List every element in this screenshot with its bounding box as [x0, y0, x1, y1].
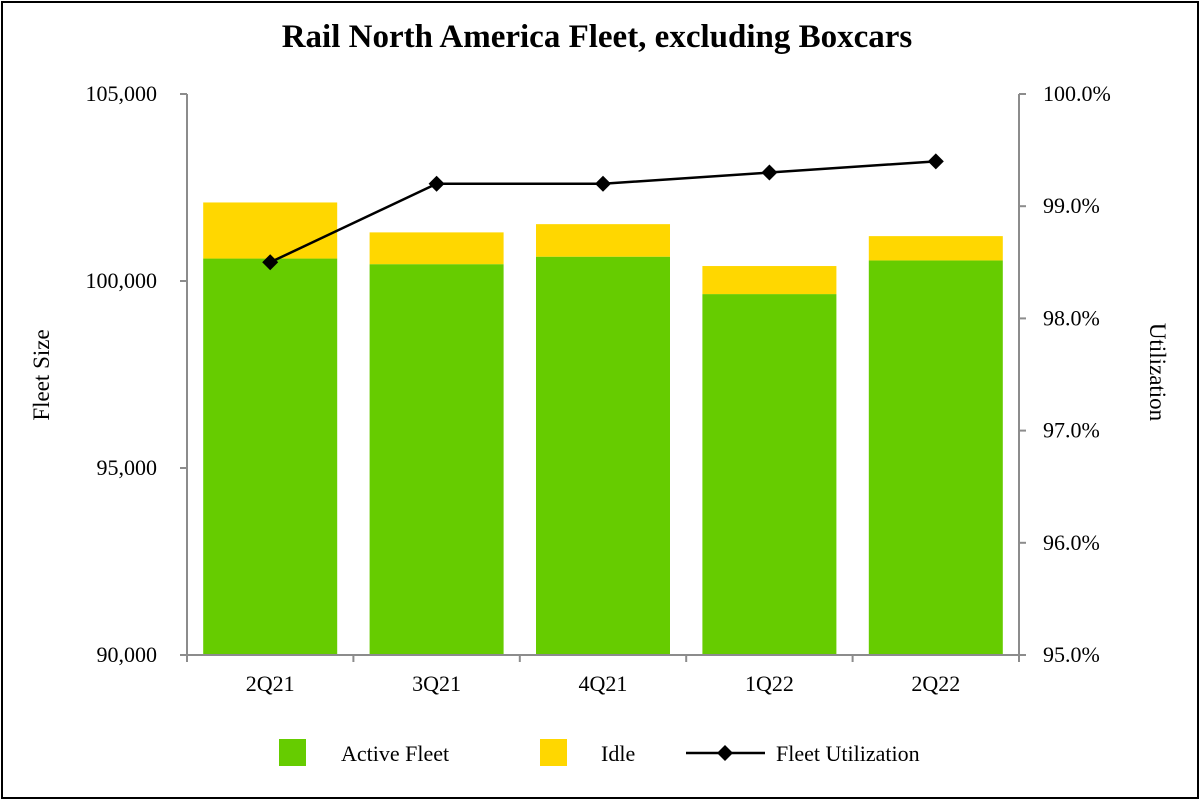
right-tick-label: 97.0% [1043, 418, 1100, 443]
x-tick-label: 3Q21 [412, 671, 461, 696]
chart-title: Rail North America Fleet, excluding Boxc… [282, 19, 913, 55]
legend: Active Fleet Idle Fleet Utilization [279, 739, 920, 766]
bar-active-2q21 [203, 258, 338, 655]
bar-idle-3q21 [369, 232, 504, 265]
legend-idle-swatch [540, 739, 567, 766]
left-tick-label: 95,000 [97, 455, 158, 480]
utilization-marker-2q22 [927, 153, 944, 170]
bar-group [203, 202, 1003, 655]
right-axis-title: Utilization [1145, 323, 1170, 422]
legend-active-swatch [279, 739, 306, 766]
bar-idle-1q22 [702, 266, 837, 295]
right-tick-label: 99.0% [1043, 193, 1100, 218]
x-tick-label: 4Q21 [579, 671, 628, 696]
axes: 90,000 95,000 100,000 105,000 95.0% 96.0% 97.0… [86, 81, 1111, 696]
utilization-marker-1q22 [761, 164, 778, 181]
right-tick-label: 98.0% [1043, 305, 1100, 330]
legend-utilization-marker [717, 745, 733, 761]
bar-idle-4q21 [536, 224, 670, 257]
right-tick-label: 95.0% [1043, 642, 1100, 667]
right-tick-label: 96.0% [1043, 530, 1100, 555]
bar-active-2q22 [868, 260, 1003, 655]
right-tick-label: 100.0% [1043, 81, 1111, 106]
legend-idle-label: Idle [601, 741, 635, 766]
bar-idle-2q21 [203, 202, 338, 259]
utilization-marker-4q21 [595, 175, 611, 192]
utilization-marker-2q21 [262, 254, 279, 271]
left-tick-label: 100,000 [86, 268, 158, 293]
bar-idle-2q22 [868, 236, 1003, 261]
utilization-line-group [262, 153, 944, 271]
bar-active-1q22 [702, 294, 837, 655]
x-tick-label: 2Q21 [246, 671, 295, 696]
x-tick-label: 1Q22 [745, 671, 794, 696]
x-tick-label: 2Q22 [911, 671, 960, 696]
bar-active-3q21 [369, 264, 504, 655]
legend-utilization-label: Fleet Utilization [776, 741, 920, 766]
bar-active-4q21 [536, 256, 670, 655]
utilization-marker-3q21 [428, 175, 445, 192]
legend-active-label: Active Fleet [341, 741, 449, 766]
left-tick-label: 90,000 [97, 642, 158, 667]
left-tick-label: 105,000 [86, 81, 158, 106]
left-axis-title: Fleet Size [29, 329, 54, 420]
